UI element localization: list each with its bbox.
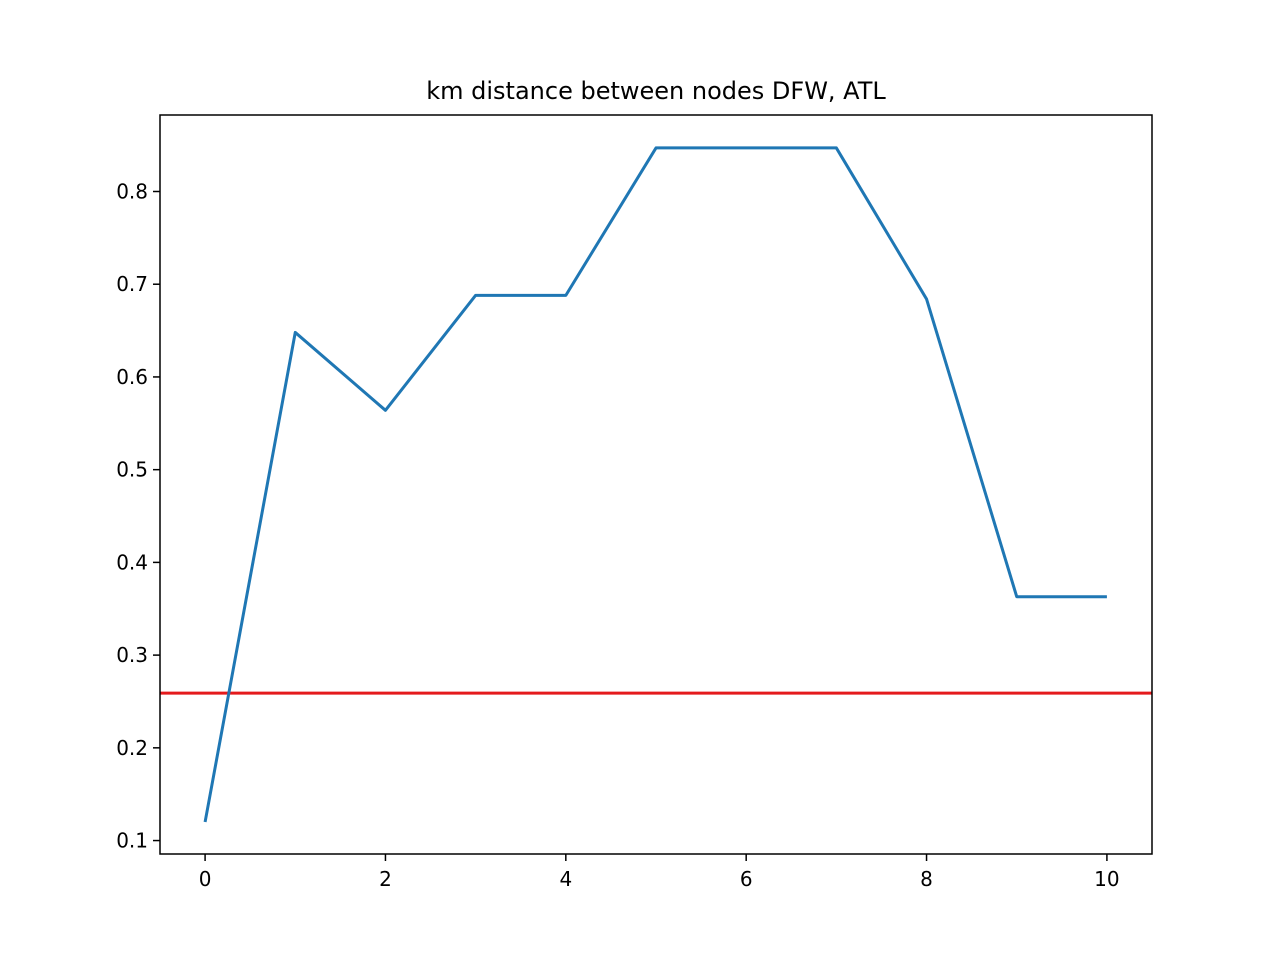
y-tick-label: 0.8	[116, 179, 148, 203]
y-tick-label: 0.3	[116, 643, 148, 667]
y-tick-label: 0.6	[116, 365, 148, 389]
x-tick-label: 6	[740, 867, 753, 891]
y-tick-label: 0.7	[116, 272, 148, 296]
y-axis: 0.1 0.2 0.3 0.4 0.5 0.6 0.7 0.8	[116, 179, 160, 853]
y-tick-label: 0.1	[116, 829, 148, 853]
x-tick-label: 0	[199, 867, 212, 891]
series-line-0	[203, 146, 1107, 823]
plot-area	[160, 146, 1152, 823]
y-tick-label: 0.5	[116, 458, 148, 482]
x-axis: 0 2 4 6 8 10	[199, 854, 1120, 891]
x-tick-label: 4	[559, 867, 572, 891]
x-tick-label: 2	[379, 867, 392, 891]
axes-frame	[159, 114, 1153, 855]
y-tick-label: 0.2	[116, 736, 148, 760]
chart-title: km distance between nodes DFW, ATL	[426, 77, 886, 105]
x-tick-label: 8	[920, 867, 933, 891]
y-tick-label: 0.4	[116, 550, 148, 574]
x-tick-label: 10	[1094, 867, 1119, 891]
